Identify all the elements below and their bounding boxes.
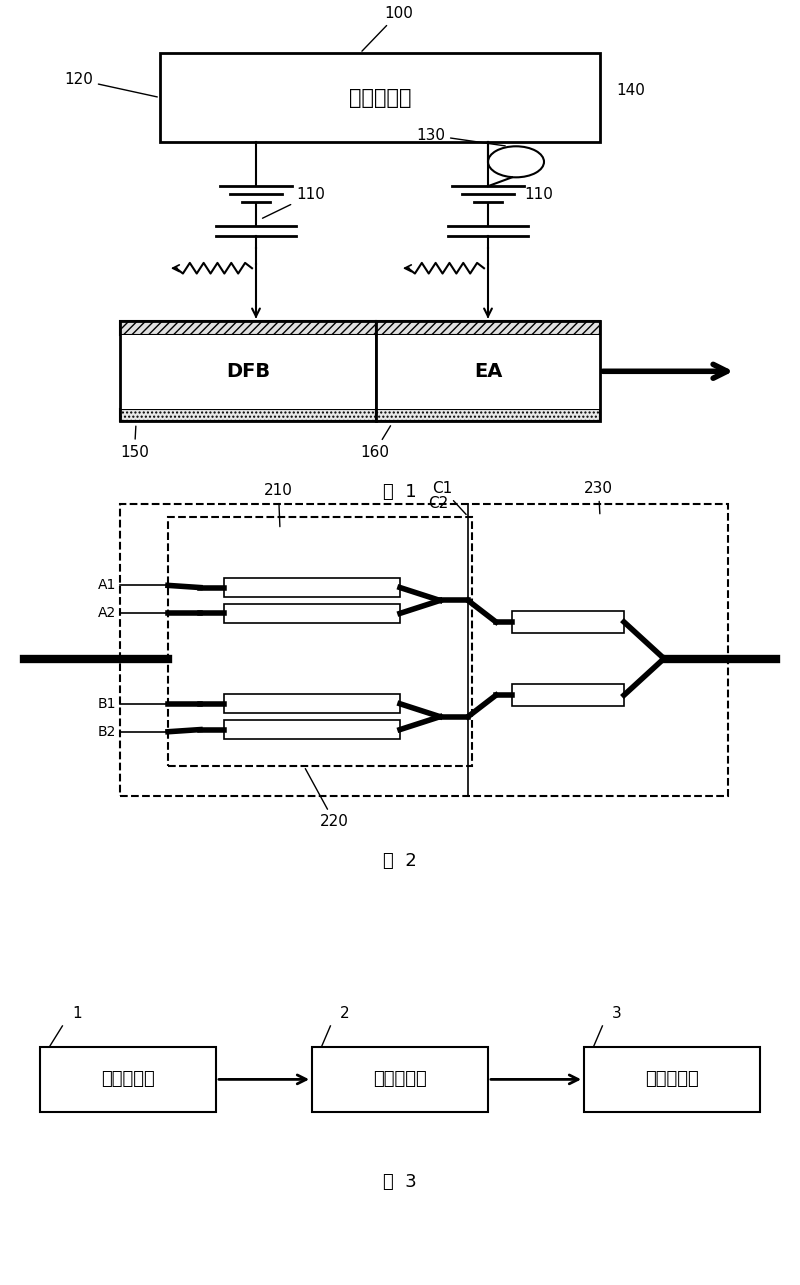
Text: 120: 120 [64, 72, 158, 96]
Bar [376, 334, 600, 409]
Bar [584, 1046, 760, 1113]
Bar [512, 612, 624, 632]
Bar [120, 321, 376, 421]
Bar [512, 685, 624, 705]
Text: B2: B2 [98, 725, 116, 739]
Bar [376, 321, 600, 421]
Bar [120, 321, 376, 334]
Text: 220: 220 [306, 768, 349, 829]
Text: 130: 130 [416, 127, 506, 146]
Text: 2: 2 [340, 1006, 350, 1020]
Bar [376, 321, 600, 334]
Bar [224, 694, 400, 713]
Bar [120, 334, 376, 409]
Text: 110: 110 [524, 188, 553, 203]
Bar [40, 1046, 216, 1113]
Text: 相位调制器: 相位调制器 [373, 1070, 427, 1088]
Text: 数据产生器: 数据产生器 [349, 87, 411, 108]
Bar [224, 578, 400, 598]
Text: 1: 1 [72, 1006, 82, 1020]
Text: A1: A1 [98, 578, 116, 592]
Text: B1: B1 [98, 696, 116, 711]
Bar [224, 604, 400, 623]
Text: 3: 3 [612, 1006, 622, 1020]
Text: 150: 150 [120, 427, 149, 460]
Text: 图  1: 图 1 [383, 483, 417, 501]
Text: C1: C1 [432, 481, 466, 514]
Text: EA: EA [474, 362, 502, 380]
Bar [120, 504, 728, 797]
Text: 160: 160 [360, 425, 390, 460]
Text: 230: 230 [584, 481, 613, 514]
Text: DFB: DFB [226, 362, 270, 380]
Text: 210: 210 [264, 483, 293, 527]
Text: 100: 100 [362, 5, 413, 51]
Text: 脉冲切割器: 脉冲切割器 [101, 1070, 155, 1088]
Bar [160, 53, 600, 141]
Text: 110: 110 [262, 188, 325, 218]
Bar [312, 1046, 488, 1113]
Text: C2: C2 [428, 496, 448, 511]
Text: 图  2: 图 2 [383, 852, 417, 870]
Bar [168, 517, 472, 766]
Text: A2: A2 [98, 607, 116, 621]
Bar [376, 409, 600, 421]
Text: 140: 140 [616, 84, 645, 99]
Text: 图  3: 图 3 [383, 1173, 417, 1191]
Bar [120, 409, 376, 421]
Text: 延迟干涉仪: 延迟干涉仪 [645, 1070, 699, 1088]
Bar [224, 720, 400, 739]
